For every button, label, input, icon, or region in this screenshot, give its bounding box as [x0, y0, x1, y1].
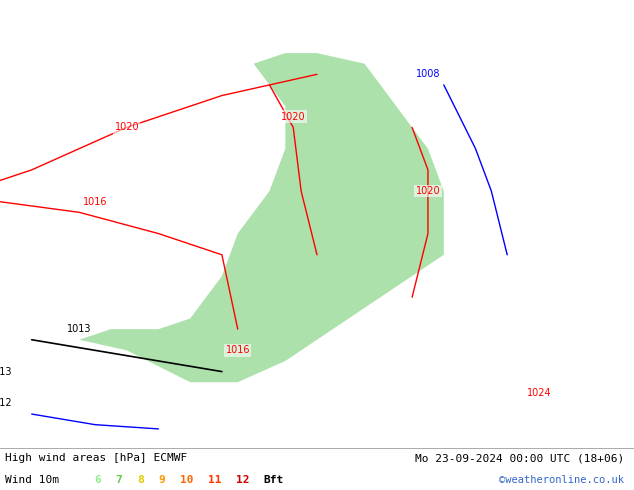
Text: 1020: 1020	[115, 122, 139, 132]
Text: Bft: Bft	[264, 475, 284, 485]
Text: 8: 8	[137, 475, 144, 485]
Text: 7: 7	[115, 475, 122, 485]
Text: 11: 11	[208, 475, 221, 485]
Text: 1013: 1013	[67, 324, 91, 334]
Text: Wind 10m: Wind 10m	[5, 475, 59, 485]
Text: 9: 9	[158, 475, 165, 485]
Text: 1016: 1016	[83, 196, 107, 207]
Text: 12: 12	[236, 475, 249, 485]
Text: ©weatheronline.co.uk: ©weatheronline.co.uk	[500, 475, 624, 485]
Polygon shape	[79, 53, 444, 382]
Text: High wind areas [hPa] ECMWF: High wind areas [hPa] ECMWF	[5, 453, 187, 463]
Text: 6: 6	[94, 475, 101, 485]
Text: Mo 23-09-2024 00:00 UTC (18+06): Mo 23-09-2024 00:00 UTC (18+06)	[415, 453, 624, 463]
Text: 1008: 1008	[416, 69, 440, 79]
Text: 1016: 1016	[226, 345, 250, 355]
Text: 1013: 1013	[0, 367, 12, 377]
Text: 1020: 1020	[281, 112, 306, 122]
Text: 1024: 1024	[527, 388, 551, 398]
Text: 1020: 1020	[416, 186, 440, 196]
Text: 10: 10	[180, 475, 193, 485]
Text: 1012: 1012	[0, 398, 12, 409]
